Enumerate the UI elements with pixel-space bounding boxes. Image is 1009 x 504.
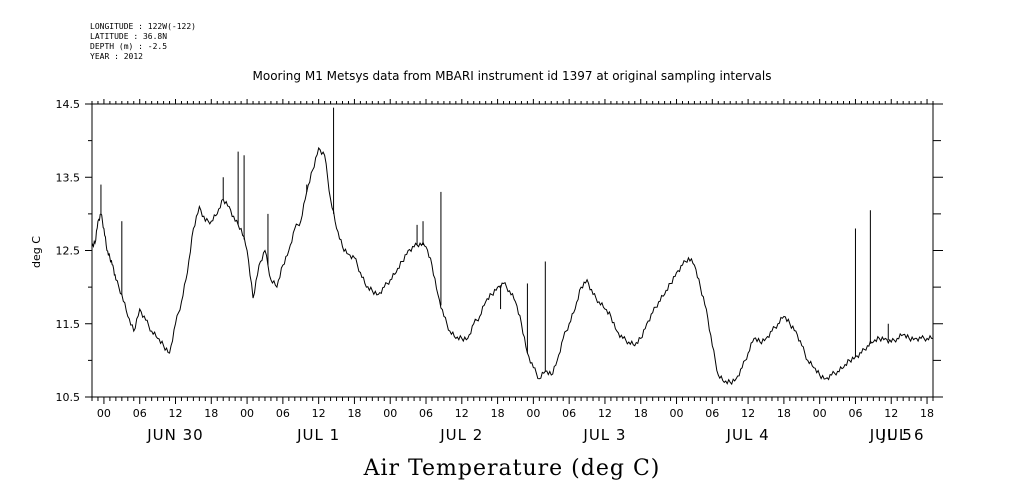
x-hour-label: 18 (920, 407, 934, 420)
x-hour-label: 12 (884, 407, 898, 420)
x-hour-label: 12 (598, 407, 612, 420)
chart-title: Mooring M1 Metsys data from MBARI instru… (253, 69, 772, 83)
header-info: LONGITUDE : 122W(-122) LATITUDE : 36.8N … (90, 22, 196, 61)
y-axis-label: deg C (30, 236, 43, 268)
x-hour-label: 00 (383, 407, 397, 420)
x-hour-label: 00 (813, 407, 827, 420)
plot-frame (91, 103, 934, 398)
x-hour-label: 18 (347, 407, 361, 420)
x-day-label: JUL 4 (726, 426, 770, 444)
x-hour-label: 12 (312, 407, 326, 420)
y-tick-label: 12.5 (56, 245, 81, 258)
year-text: YEAR : 2012 (90, 52, 143, 61)
longitude-text: LONGITUDE : 122W(-122) (90, 22, 196, 31)
x-hour-label: 00 (240, 407, 254, 420)
x-hour-label: 06 (276, 407, 290, 420)
y-tick-label: 11.5 (56, 318, 81, 331)
y-axis: 10.5 11.5 12.5 13.5 14.5 (56, 98, 943, 404)
x-hour-label: 18 (777, 407, 791, 420)
x-hour-label: 12 (455, 407, 469, 420)
x-hour-label: 06 (419, 407, 433, 420)
x-day-label: JUL 3 (582, 426, 626, 444)
latitude-text: LATITUDE : 36.8N (90, 32, 167, 41)
x-axis: 00 06 12 18 00 06 12 18 00 06 12 18 00 06 12 18 00 06 12 18… (91, 99, 934, 444)
x-hour-label: 18 (491, 407, 505, 420)
y-tick-label: 13.5 (56, 171, 81, 184)
x-hour-label: 18 (204, 407, 218, 420)
x-hour-label: 06 (133, 407, 147, 420)
x-hour-label: 12 (741, 407, 755, 420)
x-hour-label: 18 (634, 407, 648, 420)
x-hour-label: 06 (705, 407, 719, 420)
x-hour-label: 00 (97, 407, 111, 420)
y-tick-label: 14.5 (56, 98, 81, 111)
x-day-label: JUL 5 (869, 426, 913, 444)
y-tick-label: 10.5 (56, 391, 81, 404)
x-day-label: JUL 1 (296, 426, 340, 444)
series-line (91, 146, 933, 386)
x-day-label: JUL 2 (439, 426, 483, 444)
x-hour-label: 06 (562, 407, 576, 420)
x-hour-label: 12 (169, 407, 183, 420)
x-day-label: JUN 30 (146, 426, 203, 444)
depth-text: DEPTH (m) : -2.5 (90, 42, 167, 51)
x-hour-label: 00 (526, 407, 540, 420)
x-day-label: JUL 6 (880, 426, 924, 444)
x-hour-label: 00 (670, 407, 684, 420)
series-group (91, 107, 933, 386)
x-axis-label: Air Temperature (deg C) (363, 456, 661, 481)
x-hour-label: 06 (848, 407, 862, 420)
